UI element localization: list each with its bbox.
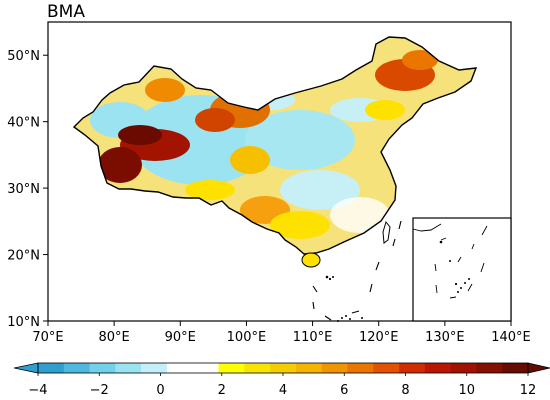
x-tick-label: 110°E (293, 330, 333, 345)
colorbar-segment (321, 363, 348, 373)
colorbar-segment (141, 363, 168, 373)
colorbar-segment (476, 363, 503, 373)
colorbar-tick-label: 12 (520, 383, 537, 398)
colorbar-tick-label: 4 (279, 383, 287, 398)
south-china-sea-inset (412, 217, 512, 322)
colorbar-segment (115, 363, 142, 373)
y-tick-label: 40°N (7, 116, 40, 131)
taiwan-island (382, 220, 391, 244)
colorbar-segment (244, 363, 271, 373)
colorbar-extend-high (527, 362, 550, 374)
x-tick-label: 100°E (227, 330, 267, 345)
colorbar-tick-label: 10 (458, 383, 475, 398)
colorbar-segment (63, 363, 90, 373)
map-title: BMA (47, 2, 85, 22)
colorbar-tick-label: 0 (156, 383, 164, 398)
colorbar-tick-label: 8 (401, 383, 409, 398)
colorbar-tick-labels: −4 −2 0 2 4 6 8 10 12 (28, 373, 536, 398)
colorbar-segment (502, 363, 529, 373)
colorbar-segment (373, 363, 400, 373)
colorbar-segment (295, 363, 322, 373)
colorbar-tick-label: 6 (340, 383, 348, 398)
colorbar-segment (450, 363, 477, 373)
colorbar-segment (192, 363, 219, 373)
y-tick-label: 20°N (7, 249, 40, 264)
scs-islands (325, 275, 363, 322)
hainan-island (301, 252, 321, 268)
colorbar-segment (424, 363, 451, 373)
colorbar-segment (218, 363, 245, 373)
x-axis: 70°E 80°E 90°E 100°E 110°E 120°E 130°E 140°E (32, 321, 531, 345)
x-tick-label: 70°E (32, 330, 63, 345)
colorbar-tick-label: −2 (90, 383, 109, 398)
colorbar-segment (399, 363, 426, 373)
y-axis: 10°N 20°N 30°N 40°N 50°N (7, 49, 48, 330)
x-tick-label: 130°E (425, 330, 465, 345)
colorbar-segment (89, 363, 116, 373)
y-tick-label: 10°N (7, 315, 40, 330)
x-tick-label: 90°E (165, 330, 196, 345)
colorbar-segment (270, 363, 297, 373)
colorbar-segment (38, 363, 65, 373)
colorbar-extend-low (13, 362, 39, 374)
y-tick-label: 30°N (7, 182, 40, 197)
colorbar-segment (166, 363, 194, 373)
nine-dash-line (312, 220, 402, 321)
x-tick-label: 80°E (99, 330, 130, 345)
colorbar (13, 362, 550, 374)
colorbar-segment (347, 363, 374, 373)
x-tick-label: 120°E (359, 330, 399, 345)
colorbar-tick-label: −4 (28, 383, 47, 398)
china-boundary (72, 36, 478, 255)
colorbar-tick-label: 2 (218, 383, 226, 398)
y-tick-label: 50°N (7, 49, 40, 64)
x-tick-label: 140°E (491, 330, 531, 345)
